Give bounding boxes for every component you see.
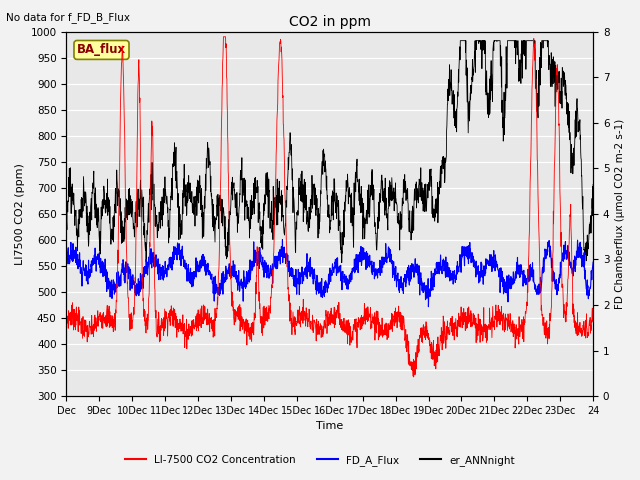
Text: No data for f_FD_B_Flux: No data for f_FD_B_Flux	[6, 12, 131, 23]
Title: CO2 in ppm: CO2 in ppm	[289, 15, 371, 29]
Y-axis label: FD Chamberflux (µmol CO2 m-2 s-1): FD Chamberflux (µmol CO2 m-2 s-1)	[615, 119, 625, 309]
Y-axis label: LI7500 CO2 (ppm): LI7500 CO2 (ppm)	[15, 163, 25, 265]
Legend: LI-7500 CO2 Concentration, FD_A_Flux, er_ANNnight: LI-7500 CO2 Concentration, FD_A_Flux, er…	[121, 451, 519, 470]
X-axis label: Time: Time	[316, 421, 344, 432]
Text: BA_flux: BA_flux	[77, 43, 126, 57]
